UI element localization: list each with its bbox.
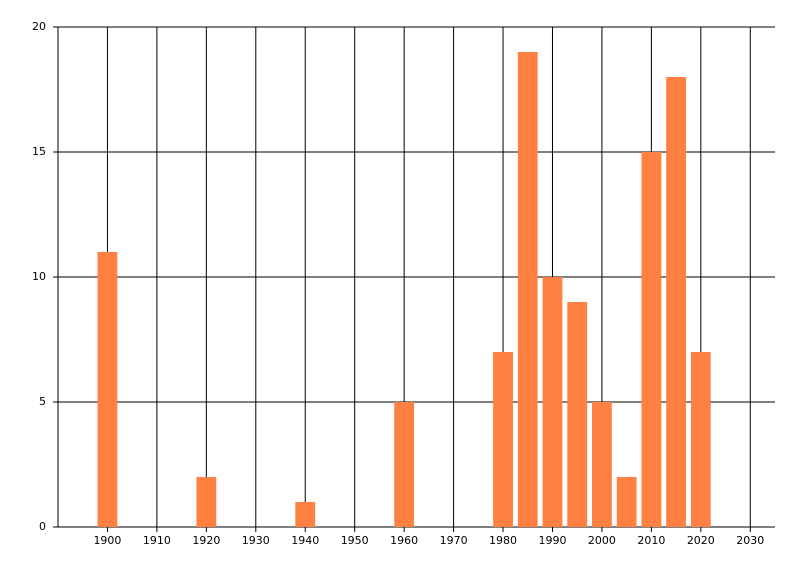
x-tick-label: 2020 — [687, 534, 715, 547]
bar — [97, 252, 118, 527]
x-tick-label: 1920 — [192, 534, 220, 547]
x-tick-label: 2000 — [588, 534, 616, 547]
bar — [394, 402, 415, 527]
y-tick-label: 20 — [32, 20, 46, 33]
x-tick-label: 1970 — [440, 534, 468, 547]
bar — [641, 152, 662, 527]
bar — [517, 52, 538, 527]
bar — [295, 502, 316, 527]
bar — [542, 277, 563, 527]
bar — [616, 477, 637, 527]
y-tick-label: 0 — [39, 520, 46, 533]
x-tick-label: 1940 — [291, 534, 319, 547]
x-tick-label: 1990 — [538, 534, 566, 547]
bar — [592, 402, 612, 527]
y-tick-label: 10 — [32, 270, 46, 283]
x-tick-label: 1900 — [93, 534, 121, 547]
x-tick-label: 1960 — [390, 534, 418, 547]
y-tick-label: 15 — [32, 145, 46, 158]
x-tick-label: 2010 — [637, 534, 665, 547]
x-tick-label: 1950 — [341, 534, 369, 547]
x-tick-label: 2030 — [736, 534, 764, 547]
bar — [666, 77, 686, 527]
bar — [690, 352, 711, 527]
y-tick-label: 5 — [39, 395, 46, 408]
bar — [493, 352, 513, 527]
x-tick-label: 1910 — [143, 534, 171, 547]
x-tick-label: 1980 — [489, 534, 517, 547]
bar — [196, 477, 217, 527]
x-tick-label: 1930 — [242, 534, 270, 547]
bar — [567, 302, 588, 527]
